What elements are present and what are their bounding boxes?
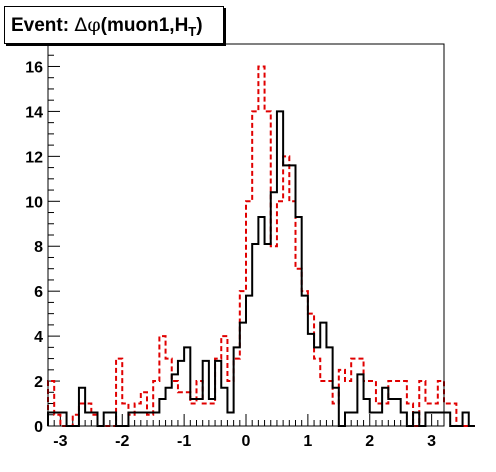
title-h: H (174, 15, 189, 36)
y-tick-label: 16 (25, 59, 43, 76)
x-tick-label: 3 (427, 433, 436, 450)
x-tick-label: -3 (53, 433, 67, 450)
series-dashed-histogram (47, 65, 475, 427)
y-tick-label: 8 (34, 239, 43, 256)
chart-title: Event: Δφ(muon1,HT) (11, 14, 203, 39)
title-body: (muon1, (100, 15, 175, 36)
title-close: ) (196, 15, 203, 36)
series-layer (47, 65, 475, 427)
title-prefix: Event: (11, 15, 75, 36)
series-solid-histogram (47, 110, 475, 427)
y-tick-label: 0 (34, 419, 43, 436)
x-axis-ticks: -3 -2 -1 0 1 2 3 (47, 414, 445, 450)
y-tick-label: 10 (25, 194, 43, 211)
y-axis-ticks: 0 2 4 6 8 10 12 14 16 (25, 43, 60, 436)
title-subscript: T (188, 23, 197, 39)
y-tick-label: 2 (34, 374, 43, 391)
title-delta: Δ (74, 14, 88, 36)
plot-frame (47, 43, 445, 427)
x-tick-label: 1 (303, 433, 312, 450)
y-tick-label: 12 (25, 149, 43, 166)
y-tick-label: 14 (25, 104, 43, 121)
title-phi: φ (87, 14, 101, 36)
y-tick-label: 6 (34, 284, 43, 301)
y-tick-label: 4 (34, 329, 43, 346)
title-box: Event: Δφ(muon1,HT) (4, 6, 224, 44)
x-tick-label: 0 (242, 433, 251, 450)
x-tick-label: -1 (177, 433, 191, 450)
x-tick-label: -2 (115, 433, 129, 450)
x-tick-label: 2 (365, 433, 374, 450)
